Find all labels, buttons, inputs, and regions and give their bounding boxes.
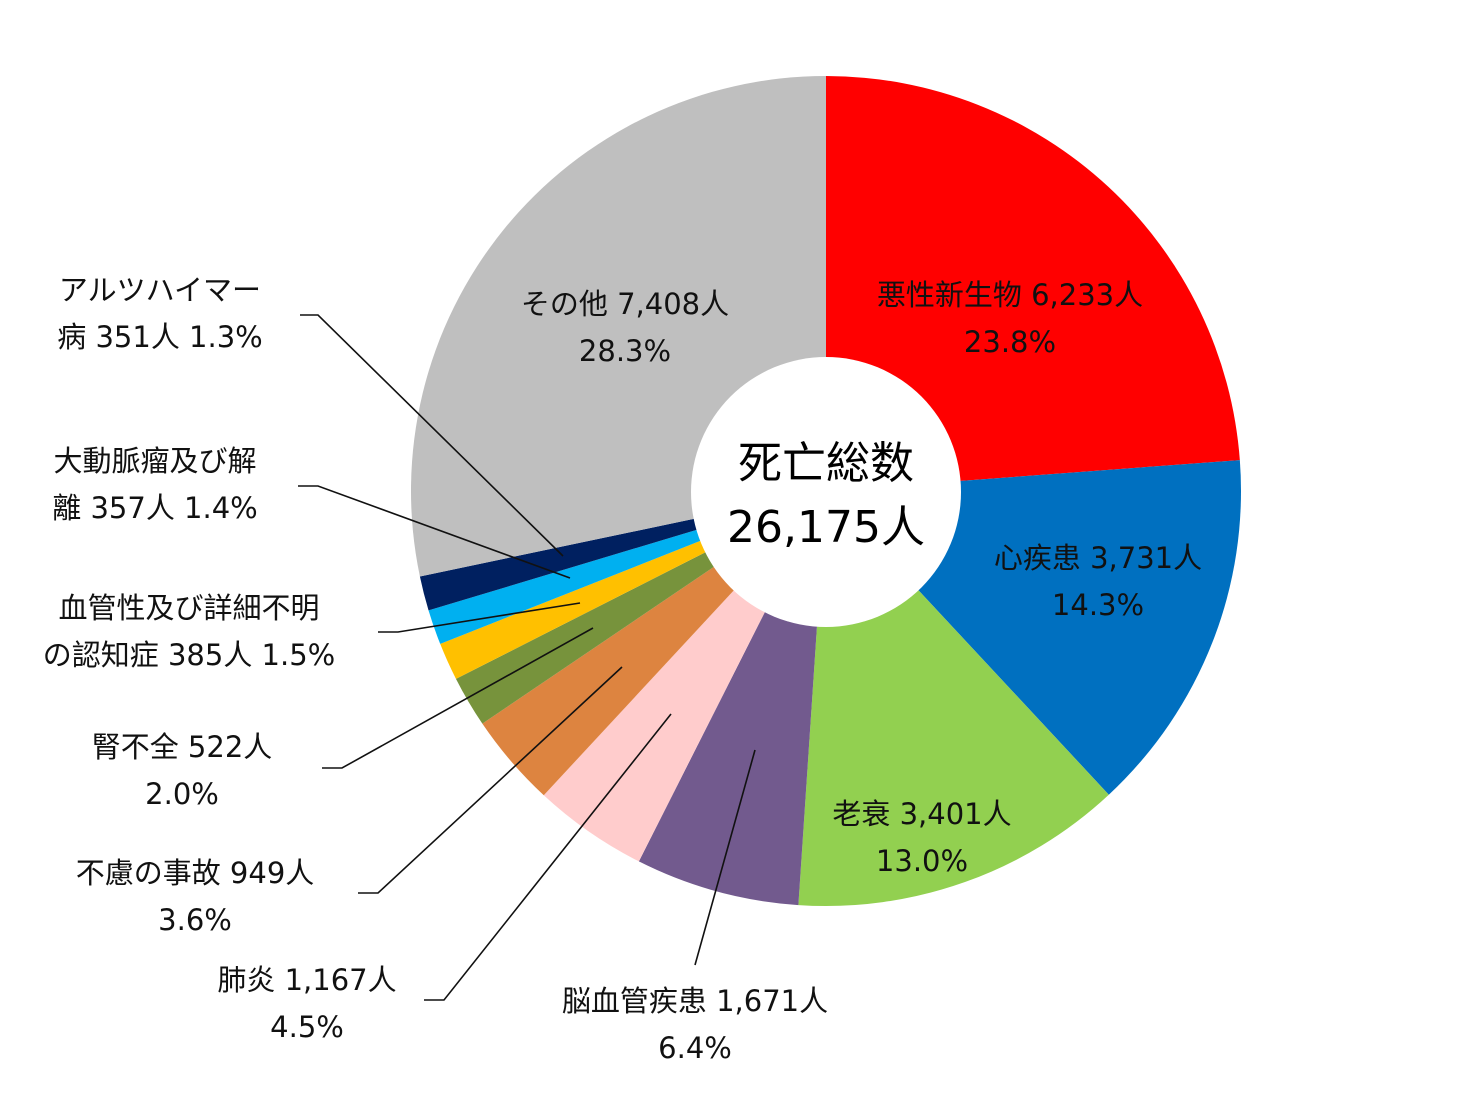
label-line: 4.5%: [270, 1010, 344, 1044]
label-line: 13.0%: [875, 844, 969, 878]
label-line: 肺炎 1,167人: [217, 963, 397, 997]
label-line: 23.8%: [963, 325, 1057, 359]
label-line: 血管性及び詳細不明: [58, 591, 320, 625]
label-line: 病 351人 1.3%: [57, 320, 263, 354]
label-line: 脳血管疾患 1,671人: [561, 984, 829, 1018]
label-line: アルツハイマー: [58, 273, 262, 307]
data-label-kidney-failure: 腎不全 522人 2.0%: [92, 724, 273, 818]
data-label-senility: 老衰 3,401人 13.0%: [832, 791, 1011, 885]
label-line: 28.3%: [578, 334, 672, 368]
center-title: 死亡総数: [738, 438, 914, 489]
leader-line-aortic: [298, 485, 571, 579]
data-label-other: その他 7,408人 28.3%: [521, 281, 729, 375]
leader-line-cerebro: [694, 749, 756, 966]
label-line: 14.3%: [1051, 588, 1145, 622]
label-line: 離 357人 1.4%: [52, 491, 258, 525]
leader-lines: [298, 314, 756, 1001]
leader-line-alzheimer: [300, 314, 564, 557]
data-label-cerebrovascular: 脳血管疾患 1,671人 6.4%: [562, 978, 828, 1072]
center-label: 死亡総数 26,175人: [727, 432, 925, 560]
data-label-aortic-aneurysm: 大動脈瘤及び解 離 357人 1.4%: [52, 438, 257, 532]
label-line: の認知症 385人 1.5%: [42, 638, 336, 672]
leader-line-dementia: [378, 602, 581, 633]
data-label-pneumonia: 肺炎 1,167人 4.5%: [217, 957, 396, 1051]
donut-hole: [691, 357, 961, 627]
label-line: 心疾患 3,731人: [993, 541, 1203, 575]
label-line: 腎不全 522人: [91, 730, 273, 764]
data-label-alzheimer: アルツハイマー 病 351人 1.3%: [57, 267, 262, 361]
label-line: 老衰 3,401人: [832, 797, 1012, 831]
center-total: 26,175人: [727, 502, 925, 553]
data-label-heart-disease: 心疾患 3,731人 14.3%: [994, 535, 1202, 629]
data-label-dementia: 血管性及び詳細不明 の認知症 385人 1.5%: [43, 585, 335, 679]
leader-line-accident: [358, 666, 623, 894]
label-line: 6.4%: [658, 1031, 732, 1065]
leader-line-pneumonia: [424, 713, 672, 1001]
label-line: 2.0%: [145, 777, 219, 811]
label-line: 不慮の事故 949人: [75, 856, 315, 890]
label-line: 悪性新生物 6,233人: [876, 278, 1144, 312]
data-label-accident: 不慮の事故 949人 3.6%: [76, 850, 315, 944]
label-line: 3.6%: [158, 903, 232, 937]
leader-line-kidney: [322, 627, 594, 769]
data-label-malignant-neoplasm: 悪性新生物 6,233人 23.8%: [877, 272, 1143, 366]
label-line: 大動脈瘤及び解: [53, 444, 257, 478]
slice-1: [826, 76, 1240, 491]
label-line: その他 7,408人: [520, 287, 730, 321]
